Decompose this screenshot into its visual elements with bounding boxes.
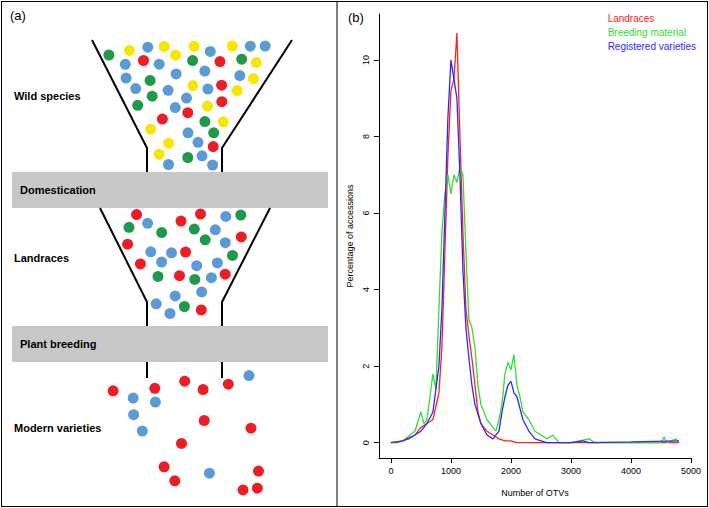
svg-text:10: 10 (361, 55, 371, 65)
svg-text:Plant breeding: Plant breeding (20, 338, 96, 350)
svg-text:6: 6 (361, 211, 371, 216)
svg-text:0: 0 (388, 466, 393, 476)
svg-text:Landraces: Landraces (14, 252, 69, 264)
svg-text:Modern varieties: Modern varieties (14, 422, 101, 434)
svg-text:8: 8 (361, 134, 371, 139)
svg-text:3000: 3000 (561, 466, 581, 476)
svg-text:(b): (b) (348, 10, 364, 25)
svg-text:Number of OTVs: Number of OTVs (501, 488, 569, 498)
svg-text:2: 2 (361, 364, 371, 369)
svg-text:Registered varieties: Registered varieties (608, 41, 696, 52)
svg-text:1000: 1000 (441, 466, 461, 476)
svg-text:4000: 4000 (621, 466, 641, 476)
svg-text:Breeding material: Breeding material (608, 27, 686, 38)
svg-text:Percentage of accessions: Percentage of accessions (345, 184, 355, 288)
svg-text:Domestication: Domestication (20, 184, 96, 196)
svg-text:5000: 5000 (681, 466, 701, 476)
svg-text:(a): (a) (10, 8, 26, 23)
svg-text:Wild species: Wild species (14, 90, 81, 102)
svg-text:0: 0 (361, 440, 371, 445)
svg-text:4: 4 (361, 287, 371, 292)
svg-text:Landraces: Landraces (608, 13, 655, 24)
svg-text:2000: 2000 (501, 466, 521, 476)
